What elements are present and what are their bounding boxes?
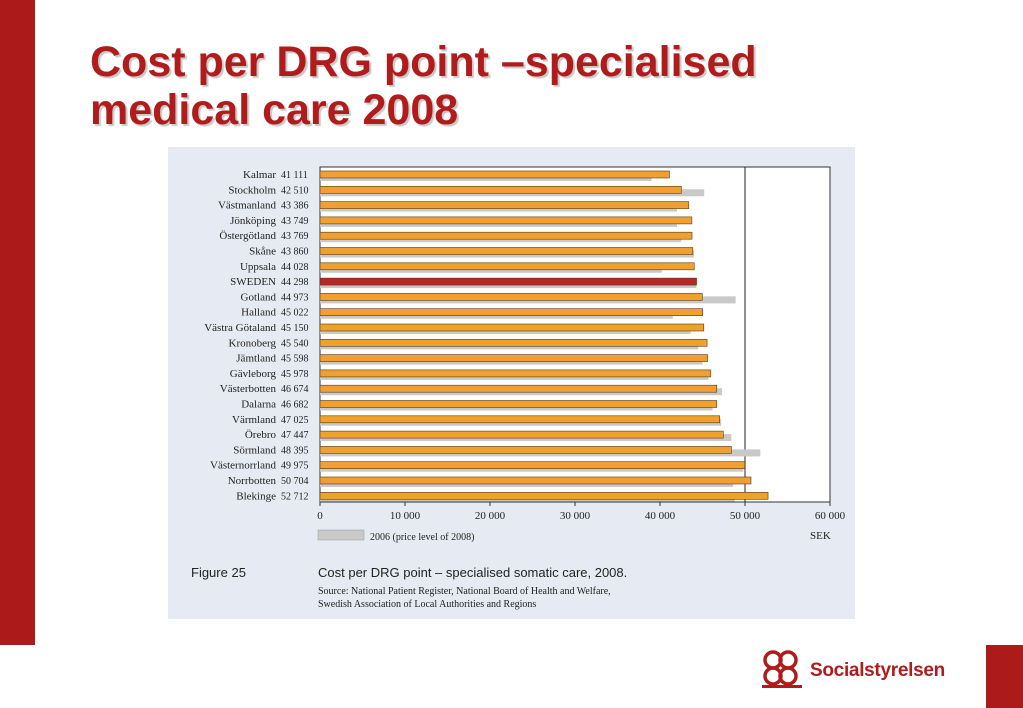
bar-2008 [319, 231, 693, 240]
bar-2008 [319, 491, 769, 500]
value-label: 49 975 [281, 461, 309, 472]
category-label: Halland [241, 307, 276, 319]
category-label: Jönköping [230, 215, 276, 227]
category-label: Västernorrland [210, 460, 276, 472]
category-label: Kalmar [243, 169, 276, 181]
value-label: 46 682 [281, 400, 309, 411]
slide-title-line-1: Cost per DRG point –specialised [90, 38, 757, 86]
x-tick-label: 40 000 [645, 510, 676, 522]
category-label: Värmland [232, 414, 276, 426]
value-label: 44 298 [281, 277, 309, 288]
category-label: Dalarna [241, 399, 276, 411]
bar-chart: Kalmar 41 111 Stockholm 42 510 Västmanland 43… [191, 166, 846, 610]
value-label: 43 749 [281, 216, 309, 227]
value-label: 44 973 [281, 292, 309, 303]
bar-2008 [319, 247, 694, 255]
bar-2008 [319, 185, 682, 194]
bar-2008 [319, 339, 708, 347]
bar-2008 [319, 476, 752, 485]
value-label: 50 704 [281, 476, 309, 487]
category-label: Blekinge [236, 490, 276, 502]
category-label: Västmanland [218, 200, 277, 212]
legend-label-2006: 2006 (price level of 2008) [370, 532, 474, 543]
x-axis-unit-label: SEK [810, 530, 831, 542]
right-accent-block [986, 645, 1023, 708]
category-label: Norrbotten [228, 475, 277, 487]
bar-2008 [319, 201, 690, 209]
value-label: 46 674 [281, 384, 309, 395]
category-label: Sörmland [233, 444, 276, 456]
x-tick-label: 20 000 [475, 510, 506, 522]
category-label: SWEDEN [230, 276, 276, 288]
bar-2008 [319, 415, 721, 424]
value-label: 45 150 [281, 323, 309, 334]
bar-2008 [319, 170, 670, 179]
category-label: Gotland [241, 291, 277, 303]
bar-2008 [319, 323, 705, 332]
figure-caption: Cost per DRG point – specialised somatic… [318, 565, 627, 580]
value-label: 45 022 [281, 308, 309, 319]
bar-2008 [319, 308, 703, 316]
value-label: 47 447 [281, 430, 309, 441]
x-tick-label: 50 000 [730, 510, 761, 522]
category-label: Örebro [245, 429, 277, 441]
value-label: 45 978 [281, 369, 309, 380]
x-tick-label: 0 [317, 510, 323, 522]
value-label: 48 395 [281, 445, 309, 456]
category-label: Stockholm [228, 184, 276, 196]
bar-2008 [319, 262, 695, 271]
category-label: Gävleborg [230, 368, 277, 380]
slide-title: Cost per DRG point –specialised medical … [90, 38, 950, 134]
value-label: 47 025 [281, 415, 309, 426]
category-label: Uppsala [240, 261, 276, 273]
bar-2008 [319, 216, 693, 225]
bar-2008 [319, 400, 718, 408]
category-label: Västerbotten [220, 383, 277, 395]
value-label: 41 111 [281, 170, 308, 181]
figure-source-line-2: Swedish Association of Local Authorities… [318, 599, 536, 610]
category-label: Västra Götaland [204, 322, 276, 334]
figure-panel: Kalmar 41 111 Stockholm 42 510 Västmanland 43… [168, 147, 855, 619]
bar-2008 [319, 461, 746, 470]
logo-text: Socialstyrelsen [810, 660, 945, 681]
category-label: Jämtland [236, 353, 276, 365]
x-tick-label: 10 000 [390, 510, 421, 522]
legend-swatch-2006 [317, 529, 365, 541]
value-label: 44 028 [281, 262, 309, 273]
x-tick-label: 30 000 [560, 510, 591, 522]
value-label: 45 598 [281, 354, 309, 365]
bar-2008-sweden [319, 277, 697, 286]
value-label: 42 510 [281, 185, 309, 196]
bar-2008 [319, 369, 712, 378]
left-accent-bar [0, 0, 35, 645]
bar-2008 [319, 293, 703, 301]
slide-title-line-2: medical care 2008 [90, 86, 459, 134]
bar-2008 [319, 384, 718, 393]
category-label: Skåne [249, 246, 276, 258]
value-label: 43 386 [281, 201, 309, 212]
bar-2008 [319, 430, 724, 439]
socialstyrelsen-logo: Socialstyrelsen [758, 648, 958, 692]
category-label: Kronoberg [229, 337, 277, 349]
value-label: 43 860 [281, 247, 309, 258]
bar-2008 [319, 354, 708, 362]
category-label: Östergötland [219, 230, 276, 242]
value-label: 52 712 [281, 491, 309, 502]
figure-source-line-1: Source: National Patient Register, Natio… [318, 586, 611, 597]
figure-label: Figure 25 [191, 565, 246, 580]
x-tick-label: 60 000 [815, 510, 846, 522]
value-label: 43 769 [281, 231, 309, 242]
socialstyrelsen-emblem-icon [762, 650, 802, 688]
bar-2008 [319, 446, 732, 454]
value-label: 45 540 [281, 338, 309, 349]
